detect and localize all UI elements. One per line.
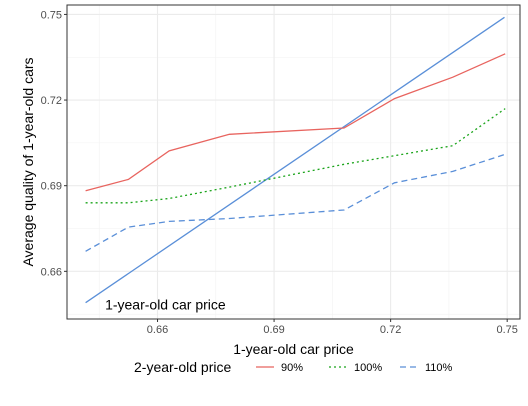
legend-label-1: 90%: [281, 362, 303, 374]
series-line-1: [85, 53, 506, 192]
major-grid: [67, 5, 520, 319]
y-tick-label: 0.66: [41, 266, 62, 278]
legend-label-2: 100%: [354, 362, 382, 374]
y-tick-label: 0.72: [41, 95, 62, 107]
y-axis-title: Average quality of 1-year-old cars: [20, 57, 36, 266]
y-tick-label: 0.75: [41, 9, 62, 21]
x-axis-title: 1-year-old car price: [233, 341, 354, 357]
annotation-label: 1-year-old car price: [105, 296, 226, 312]
legend-title: 2-year-old price: [134, 359, 231, 375]
y-tick-label: 0.69: [41, 181, 62, 193]
series-line-3: [85, 153, 506, 252]
plot-border: [66, 4, 521, 320]
y-axis-ticks: 0.66 0.69 0.72 0.75: [41, 9, 67, 278]
legend: 2-year-old price 90% 100% 110%: [134, 359, 453, 375]
x-tick-label: 0.72: [380, 324, 401, 336]
plot-panel: [67, 5, 520, 319]
x-axis-ticks: 0.66 0.69 0.72 0.75: [147, 319, 518, 336]
x-tick-label: 0.75: [496, 324, 517, 336]
x-tick-label: 0.66: [147, 324, 168, 336]
series-layer: [85, 16, 506, 304]
minor-grid: [67, 5, 520, 319]
legend-items: 90% 100% 110%: [256, 362, 453, 374]
reference-line: [85, 16, 505, 304]
x-tick-label: 0.69: [263, 324, 284, 336]
legend-label-3: 110%: [425, 362, 453, 374]
